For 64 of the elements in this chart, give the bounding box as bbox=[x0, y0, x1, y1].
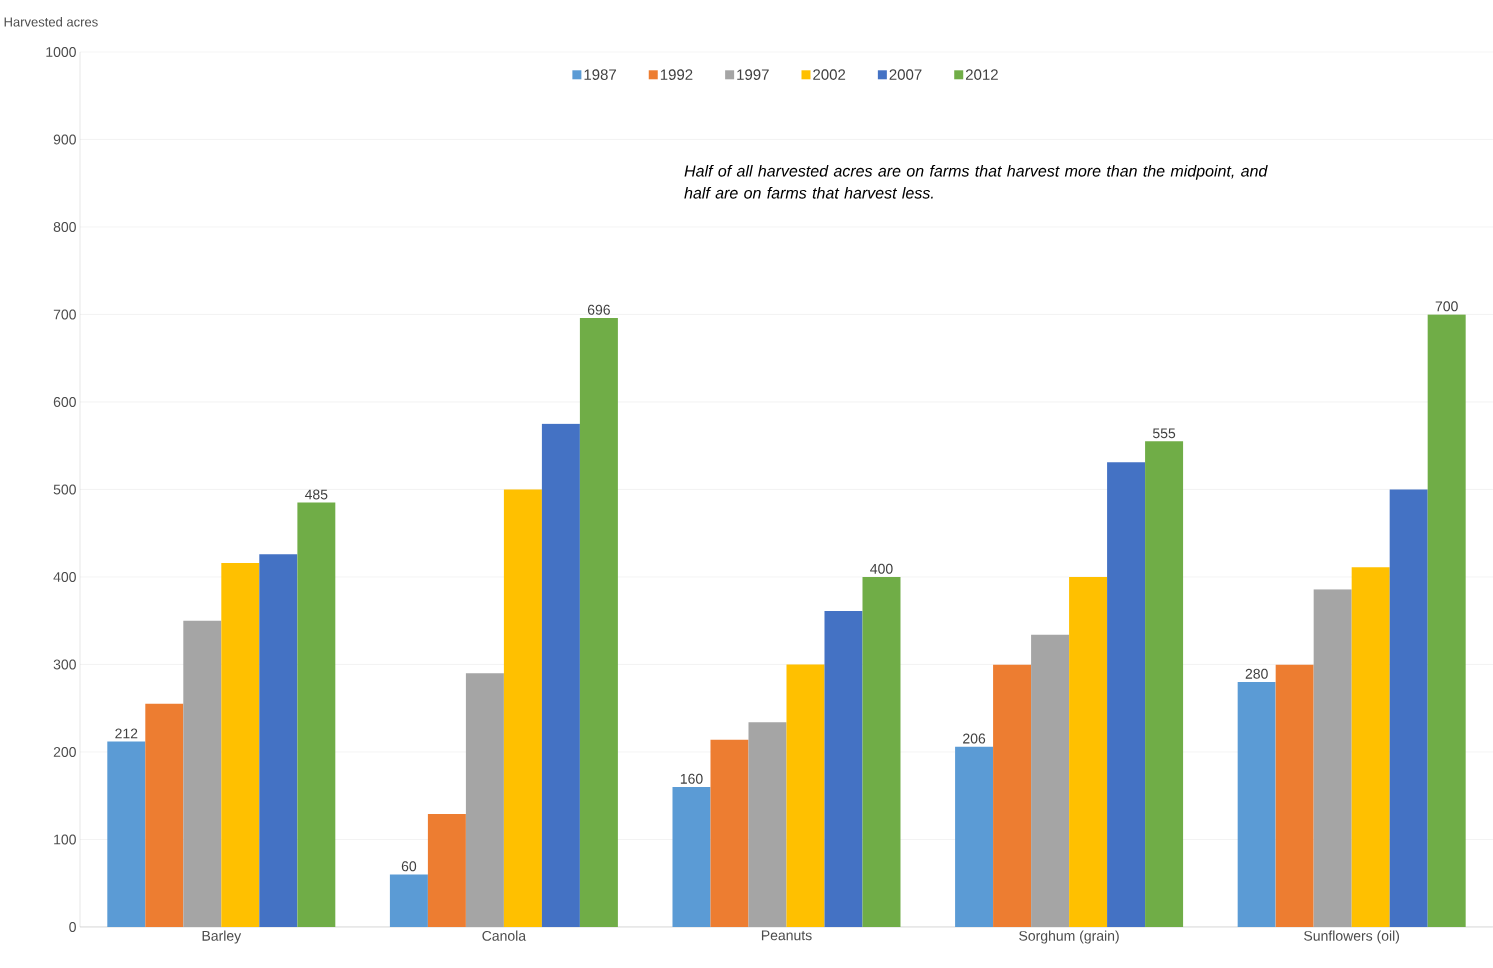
data-label: 206 bbox=[963, 733, 986, 744]
bar bbox=[145, 703, 184, 927]
legend-label: 2007 bbox=[889, 69, 922, 80]
y-tick-label: 800 bbox=[53, 222, 76, 232]
bar bbox=[1031, 634, 1070, 927]
data-label: 212 bbox=[115, 728, 138, 739]
data-label: 280 bbox=[1245, 668, 1268, 679]
data-label: 555 bbox=[1152, 428, 1176, 439]
data-label: 700 bbox=[1435, 301, 1458, 312]
legend-label: 1997 bbox=[737, 69, 769, 80]
y-axis-title: Harvested acres bbox=[4, 17, 98, 27]
bar bbox=[297, 502, 336, 927]
bar bbox=[259, 554, 298, 927]
y-tick-label: 300 bbox=[53, 659, 76, 670]
x-tick-label: Canola bbox=[482, 930, 527, 941]
bar bbox=[1237, 681, 1276, 927]
y-tick-label: 400 bbox=[53, 572, 76, 582]
bar bbox=[1351, 567, 1390, 927]
bar bbox=[748, 722, 787, 927]
legend-label: 1987 bbox=[584, 69, 616, 80]
bar bbox=[579, 317, 618, 927]
x-tick-label: Sunflowers (oil) bbox=[1304, 930, 1400, 944]
y-tick-label: 700 bbox=[53, 309, 76, 320]
bar bbox=[824, 611, 863, 927]
bar bbox=[427, 814, 466, 927]
data-label: 400 bbox=[870, 563, 893, 574]
data-label: 160 bbox=[680, 773, 703, 784]
x-tick-label: Barley bbox=[202, 930, 242, 944]
bar bbox=[672, 786, 711, 927]
y-tick-label: 1000 bbox=[46, 47, 76, 57]
x-tick-label: Sorghum (grain) bbox=[1019, 930, 1119, 944]
bar bbox=[786, 664, 825, 927]
annotation: Half of all harvested acres are on farms that harvest more than the midpoint, and half are on farms that harvest less. bbox=[684, 164, 1268, 199]
bar bbox=[1427, 314, 1466, 927]
y-tick-label: 600 bbox=[53, 397, 76, 407]
y-tick-label: 200 bbox=[53, 747, 76, 757]
bar bbox=[503, 489, 542, 927]
y-tick-label: 500 bbox=[53, 484, 76, 495]
legend-label: 1992 bbox=[660, 69, 693, 80]
bar bbox=[1145, 441, 1184, 927]
data-label: 485 bbox=[304, 489, 328, 500]
bar bbox=[1107, 462, 1146, 927]
bar bbox=[1389, 489, 1428, 927]
bar bbox=[862, 576, 901, 927]
bar bbox=[955, 746, 994, 927]
x-tick-label: Peanuts bbox=[761, 930, 812, 941]
bar bbox=[389, 874, 428, 927]
y-tick-label: 0 bbox=[69, 922, 76, 932]
bar bbox=[710, 739, 749, 927]
bar bbox=[993, 664, 1032, 927]
bar bbox=[465, 673, 504, 927]
data-label: 696 bbox=[587, 304, 610, 315]
data-label: 60 bbox=[401, 861, 417, 872]
bar bbox=[221, 562, 260, 927]
bar bbox=[1069, 576, 1108, 927]
y-tick-label: 100 bbox=[54, 834, 76, 845]
y-tick-label: 900 bbox=[53, 134, 76, 145]
legend-label: 2002 bbox=[813, 69, 846, 80]
bar bbox=[183, 620, 222, 927]
bar bbox=[1275, 664, 1314, 927]
legend-label: 2012 bbox=[965, 69, 998, 80]
bar bbox=[107, 741, 146, 927]
bar bbox=[1313, 589, 1352, 927]
bar bbox=[541, 423, 580, 927]
